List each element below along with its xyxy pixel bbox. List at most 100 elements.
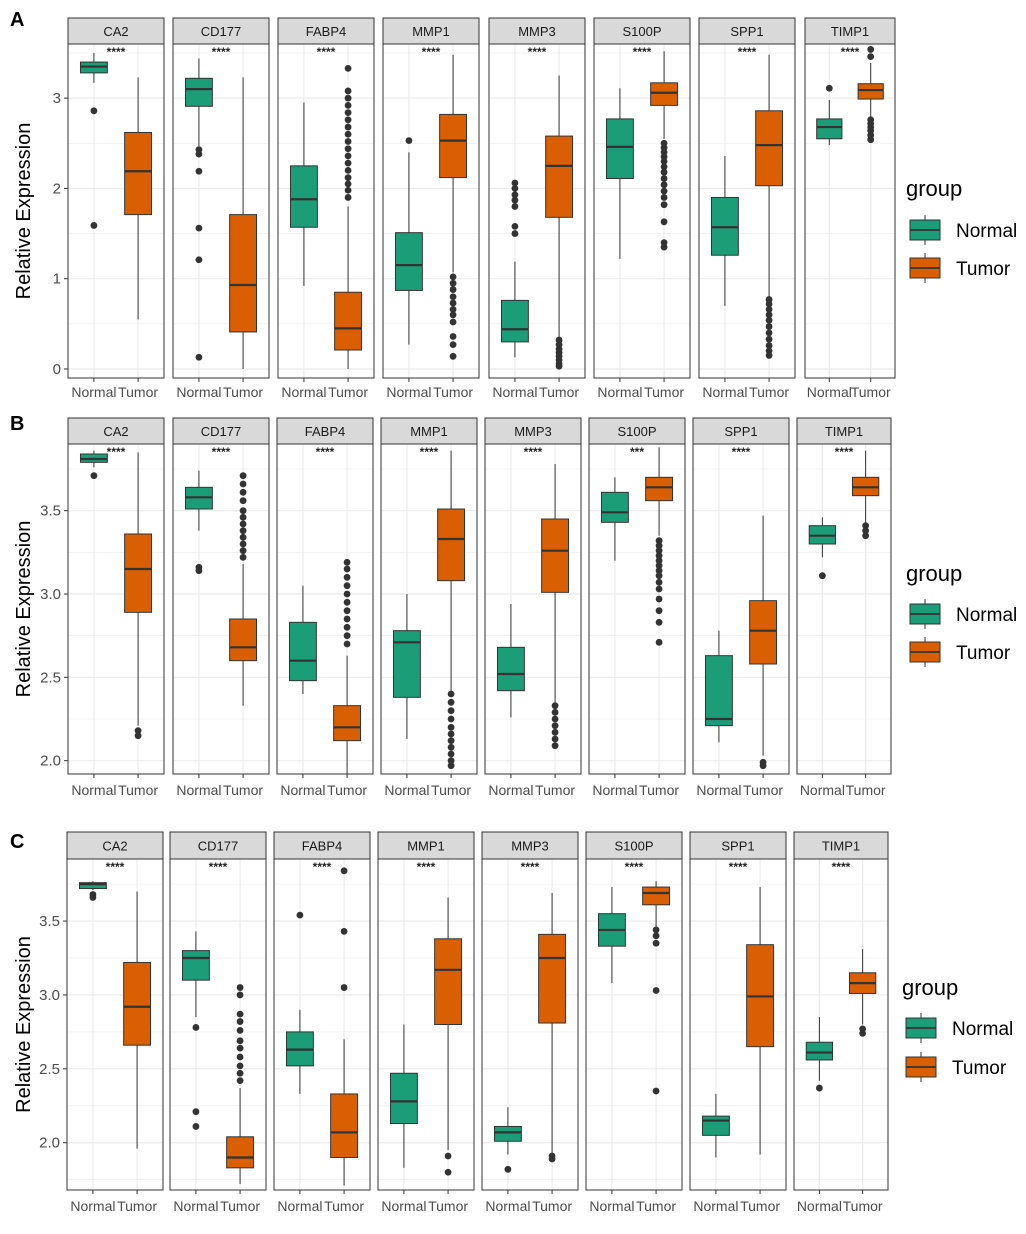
significance-label: **** [107, 45, 126, 59]
facet-border [273, 858, 371, 1191]
outlier-point [447, 750, 455, 758]
outlier-point [652, 1087, 660, 1095]
outlier-point [765, 316, 773, 324]
significance-label: **** [633, 45, 652, 59]
box-iqr [645, 476, 674, 502]
facet-strip-label: S100P [614, 839, 653, 854]
outlier-point [344, 152, 352, 160]
facet-border [481, 858, 579, 1191]
y-tick-label: 3.5 [40, 503, 61, 520]
outlier-point [660, 181, 668, 189]
facet-strip [585, 831, 683, 860]
outlier-point [660, 194, 668, 201]
significance-label: **** [316, 445, 335, 459]
outlier-point [449, 286, 457, 293]
box-normal [500, 179, 529, 358]
facet-strip-label: SPP1 [724, 424, 757, 439]
legend-item: Normal [905, 1013, 1013, 1043]
box-iqr [701, 1115, 730, 1136]
box-iqr [805, 1041, 834, 1061]
legend-label: Tumor [952, 1058, 1007, 1079]
facet-strip [382, 17, 480, 45]
facet-strip [67, 417, 165, 445]
box-normal [78, 881, 107, 901]
box-tumor [545, 75, 574, 370]
outlier-point [236, 1037, 244, 1045]
legend-item: Tumor [905, 1052, 1007, 1082]
box-normal [394, 137, 423, 345]
box-iqr [755, 110, 784, 187]
box-iqr [816, 118, 843, 140]
facet-strip-label: CD177 [198, 839, 238, 854]
outlier-point [195, 150, 203, 158]
legend-title: group [906, 176, 962, 201]
outlier-point [343, 590, 351, 598]
facet-ca2: CA2 **** Normal Tumor [66, 831, 164, 1214]
x-tick-label: Normal [589, 1198, 634, 1214]
significance-label: **** [524, 445, 543, 459]
outlier-point [195, 256, 203, 264]
facet-strip [277, 17, 375, 45]
facet-plot-area [794, 859, 888, 1190]
box-iqr [439, 113, 468, 179]
y-tick-label: 3 [53, 90, 61, 107]
facet-strip [588, 417, 686, 445]
outlier-point [344, 64, 352, 72]
box-tumor [124, 452, 153, 740]
box-normal [288, 585, 317, 694]
outlier-point [449, 305, 457, 313]
box-tumor [857, 46, 884, 144]
x-tick-label: Tumor [535, 782, 575, 798]
facet-strip-label: MMP1 [407, 839, 445, 854]
x-tick-label: Tumor [118, 782, 158, 798]
facet-s100p: S100P *** Normal Tumor [588, 417, 686, 798]
outlier-point [449, 311, 457, 319]
facet-strip-label: CA2 [103, 424, 128, 439]
facet-cd177: CD177 **** Normal Tumor [172, 417, 270, 798]
facet-strip-label: MMP1 [410, 424, 448, 439]
facet-border [66, 858, 164, 1191]
facet-mmp1: MMP1 **** Normal Tumor [382, 17, 480, 400]
outlier-point [815, 1084, 823, 1092]
outlier-point [652, 939, 660, 947]
outlier-point [551, 702, 559, 710]
facet-mmp1: MMP1 **** Normal Tumor [377, 831, 475, 1214]
facet-ca2: CA2 **** Normal Tumor [67, 17, 165, 400]
outlier-point [344, 174, 352, 182]
significance-label: **** [209, 860, 228, 874]
outlier-point [765, 342, 773, 349]
box-iqr [493, 1125, 522, 1142]
outlier-point [344, 166, 352, 174]
facet-strip [481, 831, 579, 860]
box-normal [597, 887, 626, 984]
outlier-point [343, 598, 351, 606]
facet-strip-label: FABP4 [306, 24, 346, 39]
legend: group Normal Tumor [902, 975, 1013, 1082]
box-iqr [642, 886, 671, 906]
x-tick-label: Normal [176, 782, 221, 798]
box-iqr [392, 630, 421, 698]
facet-strip-label: FABP4 [302, 839, 342, 854]
significance-label: **** [107, 445, 126, 459]
significance-label: **** [841, 45, 860, 59]
box-normal [389, 1024, 418, 1168]
facet-strip-label: SPP1 [721, 839, 754, 854]
facet-border [169, 858, 267, 1191]
outlier-point [447, 762, 455, 770]
legend-item: Normal [909, 215, 1017, 245]
box-iqr [496, 646, 525, 692]
box-normal [79, 53, 108, 229]
facet-border [488, 43, 586, 379]
facet-strip [172, 17, 270, 45]
outlier-point [551, 735, 559, 743]
facet-border [380, 443, 478, 775]
outlier-point [134, 732, 142, 740]
box-iqr [124, 131, 153, 216]
facet-s100p: S100P **** Normal Tumor [585, 831, 683, 1214]
x-tick-label: Tumor [843, 1198, 883, 1214]
facet-plot-area [485, 444, 581, 774]
box-iqr [123, 961, 152, 1046]
facet-plot-area [586, 859, 682, 1190]
